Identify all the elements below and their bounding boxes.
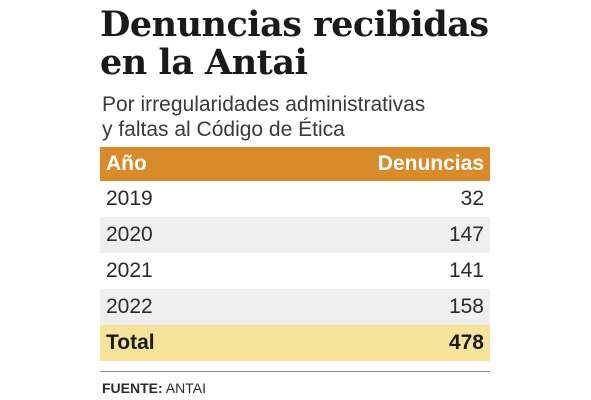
table-header-row: Año Denuncias bbox=[100, 147, 490, 181]
row-year: 2022 bbox=[100, 289, 233, 325]
table-row: 2021 141 bbox=[100, 253, 490, 289]
source-text: ANTAI bbox=[165, 380, 206, 396]
total-value: 478 bbox=[232, 325, 490, 361]
data-table: Año Denuncias 2019 32 2020 147 2021 141 … bbox=[100, 147, 490, 361]
table-row: 2019 32 bbox=[100, 181, 490, 217]
total-label: Total bbox=[100, 325, 233, 361]
source-note: FUENTE: ANTAI bbox=[102, 380, 492, 396]
title-line-1: Denuncias recibidas bbox=[100, 4, 489, 45]
total-row: Total 478 bbox=[100, 325, 490, 361]
row-value: 141 bbox=[232, 253, 490, 289]
table-row: 2022 158 bbox=[100, 289, 490, 325]
row-year: 2020 bbox=[100, 217, 233, 253]
table-row: 2020 147 bbox=[100, 217, 490, 253]
column-header-denuncias: Denuncias bbox=[232, 147, 490, 181]
chart-subtitle: Por irregularidades administrativas y fa… bbox=[102, 92, 492, 142]
subtitle-line-2: y faltas al Código de Ética bbox=[102, 118, 345, 141]
chart-title: Denuncias recibidas en la Antai bbox=[100, 6, 492, 82]
row-year: 2021 bbox=[100, 253, 233, 289]
source-divider bbox=[100, 371, 490, 372]
subtitle-line-1: Por irregularidades administrativas bbox=[102, 93, 426, 116]
column-header-year: Año bbox=[100, 147, 233, 181]
row-value: 158 bbox=[232, 289, 490, 325]
row-value: 32 bbox=[232, 181, 490, 217]
row-year: 2019 bbox=[100, 181, 233, 217]
row-value: 147 bbox=[232, 217, 490, 253]
title-line-2: en la Antai bbox=[100, 42, 308, 83]
infographic: Denuncias recibidas en la Antai Por irre… bbox=[100, 0, 492, 396]
source-label: FUENTE: bbox=[102, 380, 163, 396]
